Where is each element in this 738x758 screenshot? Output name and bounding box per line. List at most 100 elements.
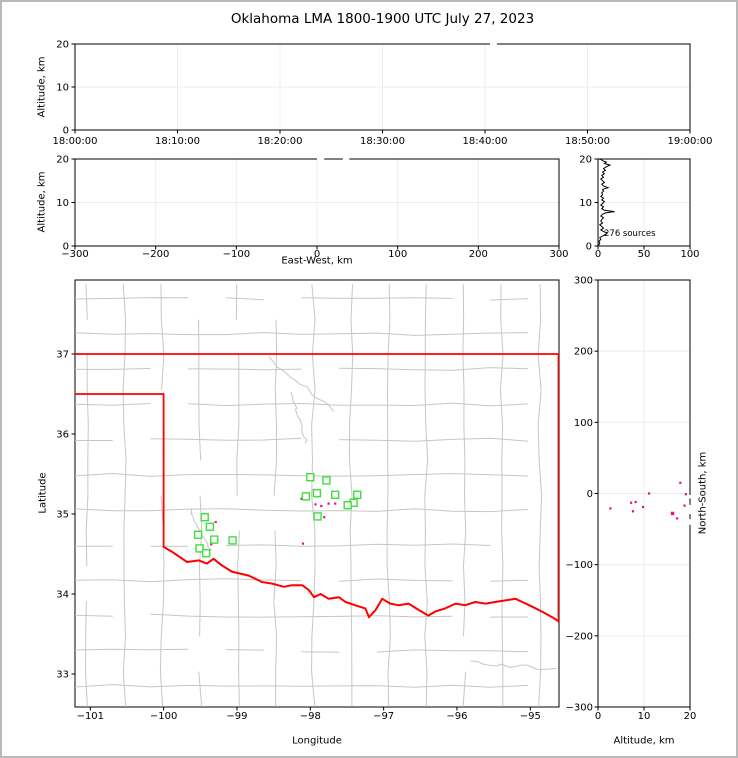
county-line — [225, 297, 264, 301]
clipped-source-mark — [489, 42, 497, 46]
x-tick-label: −100 — [150, 711, 177, 722]
plot-title: Oklahoma LMA 1800-1900 UTC July 27, 2023 — [230, 11, 535, 27]
y-tick-label: 20 — [56, 155, 69, 166]
flash-square — [331, 490, 340, 499]
clipped-source-mark — [688, 519, 692, 525]
height-histogram-panel: 0 50 100 0 10 20 — [579, 155, 699, 261]
flash-square — [313, 512, 322, 521]
time-panel-ylabel: Altitude, km — [36, 56, 48, 118]
county-line — [188, 368, 302, 371]
county-boundaries — [75, 284, 557, 707]
x-tick-label: 18:20:00 — [258, 136, 303, 147]
county-line — [268, 356, 335, 412]
county-line — [537, 284, 543, 707]
clipped-source-mark — [688, 494, 692, 499]
y-tick-label: 37 — [56, 350, 69, 361]
county-line — [290, 391, 308, 444]
county-line — [376, 649, 529, 653]
map-xlabel: Longitude — [292, 735, 342, 747]
flash-square — [306, 473, 315, 482]
source-dot — [314, 503, 317, 506]
county-line — [339, 437, 529, 442]
flash-square — [201, 549, 211, 558]
map-ylabel: Latitude — [37, 472, 49, 514]
county-line — [85, 284, 88, 320]
county-line — [470, 660, 557, 670]
source-dot — [300, 497, 303, 500]
county-line — [301, 297, 453, 299]
y-tick-label: −100 — [566, 560, 593, 571]
county-line — [150, 437, 302, 441]
x-tick-label: 50 — [638, 249, 651, 260]
source-dot — [630, 501, 633, 504]
ns-source-dots — [609, 481, 687, 520]
flash-markers — [193, 473, 362, 558]
source-dot — [210, 543, 213, 546]
county-line — [462, 671, 467, 707]
y-tick-label: −300 — [566, 703, 593, 714]
county-line — [339, 367, 529, 371]
y-tick-label: 20 — [56, 40, 69, 51]
county-line — [490, 298, 529, 301]
x-tick-label: −95 — [520, 711, 541, 722]
x-tick-label: 0 — [314, 249, 320, 260]
county-line — [75, 578, 302, 583]
x-tick-label: 19:00:00 — [668, 136, 713, 147]
y-tick-label: 34 — [56, 590, 69, 601]
x-tick-label: 200 — [469, 249, 488, 260]
x-tick-label: 20 — [684, 711, 697, 722]
source-dot — [214, 520, 217, 524]
histogram-line — [598, 158, 615, 246]
source-dot — [609, 507, 612, 510]
county-line — [236, 354, 240, 496]
y-tick-label: 10 — [56, 198, 69, 209]
county-line — [75, 297, 189, 300]
flash-square — [205, 522, 215, 531]
source-dot — [631, 510, 635, 513]
ew-panel-ylabel: Altitude, km — [36, 171, 48, 233]
county-line — [499, 284, 504, 707]
state-borders — [75, 353, 559, 623]
county-line — [273, 530, 278, 707]
x-tick-label: 100 — [388, 249, 407, 260]
y-tick-label: 200 — [574, 347, 593, 358]
county-line — [75, 403, 151, 406]
y-tick-label: 33 — [56, 670, 69, 681]
clipped-source-mark — [317, 157, 325, 161]
county-line — [75, 684, 529, 688]
source-count-annotation: 276 sources — [604, 229, 656, 239]
map-content — [75, 284, 559, 707]
county-line — [349, 284, 354, 707]
clipped-source-mark — [688, 504, 692, 515]
county-line — [462, 284, 467, 637]
x-tick-label: 18:30:00 — [360, 136, 405, 147]
flash-square — [195, 544, 204, 553]
county-line — [84, 601, 88, 707]
y-tick-label: 10 — [56, 83, 69, 94]
x-tick-label: −200 — [142, 249, 169, 260]
county-line — [75, 472, 529, 477]
y-tick-label: 20 — [579, 155, 592, 166]
source-dot — [301, 542, 305, 545]
x-tick-label: −99 — [226, 711, 247, 722]
source-dot — [334, 502, 337, 505]
x-tick-label: −100 — [223, 249, 250, 260]
flash-square — [322, 476, 331, 485]
source-dot — [683, 504, 686, 507]
county-line — [188, 402, 529, 407]
x-tick-label: −97 — [373, 711, 394, 722]
y-tick-label: 36 — [56, 430, 69, 441]
ns-panel-ylabel: North-South, km — [697, 451, 709, 535]
flash-square — [312, 489, 322, 498]
y-tick-label: 0 — [587, 489, 593, 500]
county-line — [198, 671, 203, 707]
x-tick-label: 18:40:00 — [463, 136, 508, 147]
county-line — [386, 284, 391, 707]
source-dot — [327, 502, 330, 505]
county-line — [150, 613, 453, 618]
x-tick-label: −96 — [446, 711, 467, 722]
y-tick-label: 0 — [63, 242, 69, 253]
county-line — [225, 543, 491, 547]
flash-square — [353, 490, 362, 499]
